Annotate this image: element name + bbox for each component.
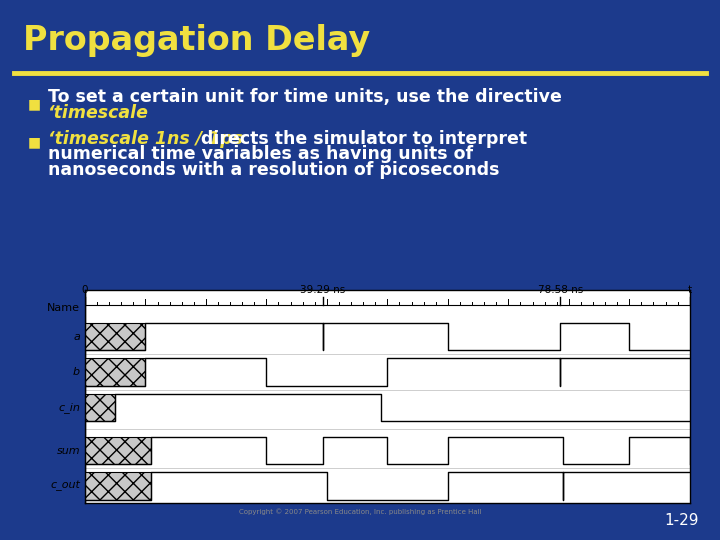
Bar [85,437,151,464]
Text: To set a certain unit for time units, use the directive: To set a certain unit for time units, us… [48,88,562,106]
Text: Copyright © 2007 Pearson Education, Inc. publishing as Prentice Hall: Copyright © 2007 Pearson Education, Inc.… [239,509,481,515]
Bar [85,323,145,350]
Text: c_out: c_out [50,481,80,491]
Text: 39.29 ns: 39.29 ns [300,285,345,295]
Text: ‘timescale: ‘timescale [48,104,148,123]
Bar [85,359,145,386]
Text: nanoseconds with a resolution of picoseconds: nanoseconds with a resolution of picosec… [48,160,499,179]
Text: Propagation Delay: Propagation Delay [23,24,370,57]
Text: a: a [73,332,80,342]
Text: ‘timescale 1ns / 1ps: ‘timescale 1ns / 1ps [48,130,243,148]
Text: 0: 0 [81,285,89,295]
Text: 1-29: 1-29 [664,513,698,528]
Text: directs the simulator to interpret: directs the simulator to interpret [195,130,527,148]
Text: sum: sum [56,446,80,456]
Text: t: t [688,285,692,295]
Text: ■: ■ [27,136,40,150]
Text: ■: ■ [27,97,40,111]
Bar [85,394,115,421]
Text: numerical time variables as having units of: numerical time variables as having units… [48,145,472,164]
Text: c_in: c_in [58,402,80,413]
Text: 78.58 ns: 78.58 ns [538,285,582,295]
Text: b: b [73,367,80,377]
Bar [85,472,151,500]
Text: Name: Name [47,303,80,313]
